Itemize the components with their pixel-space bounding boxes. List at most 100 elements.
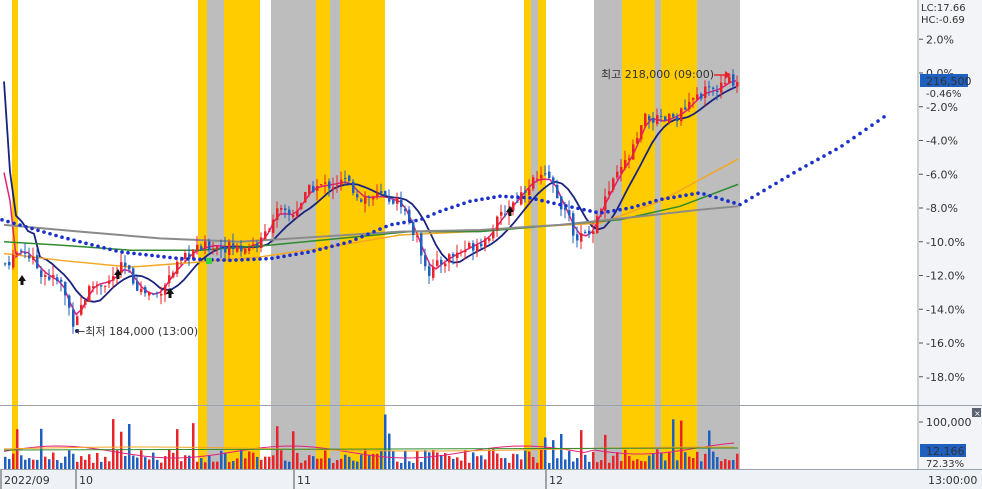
volume-bar	[680, 420, 683, 469]
sar-dot	[330, 244, 334, 249]
candle-body	[408, 209, 411, 222]
sar-dot	[420, 217, 424, 221]
candle-body	[372, 197, 375, 200]
candle-body	[160, 293, 163, 296]
sar-dot	[384, 224, 388, 229]
volume-bar	[324, 450, 327, 469]
volume-bar	[336, 460, 339, 469]
candle-body	[172, 272, 175, 278]
sar-dot	[150, 253, 154, 258]
sar-dot	[192, 257, 196, 261]
y-tick-label: -8.0%	[926, 202, 958, 215]
sar-dot	[360, 234, 364, 239]
sar-dot	[816, 157, 820, 162]
sar-dot	[18, 223, 22, 227]
volume-bar	[4, 456, 7, 469]
sar-dot	[570, 205, 574, 209]
volume-bar	[416, 450, 419, 469]
volume-bar	[112, 419, 115, 469]
volume-bar	[616, 452, 619, 469]
sar-dot	[648, 200, 652, 205]
candle-body	[720, 82, 723, 93]
highlight-band	[538, 0, 546, 405]
volume-bar	[664, 460, 667, 469]
sar-dot	[462, 201, 466, 206]
volume-bar	[644, 461, 647, 469]
y-tick-label: -18.0%	[926, 371, 965, 384]
volume-bar	[508, 462, 511, 469]
sar-dot	[318, 247, 322, 252]
sar-dot	[366, 232, 370, 236]
candle-body	[60, 279, 63, 282]
volume-bar	[132, 455, 135, 469]
sar-dot	[120, 250, 124, 254]
volume-bar	[72, 453, 75, 469]
volume-bar	[164, 456, 167, 469]
volume-highlight-band	[330, 406, 340, 469]
highlight-band	[594, 0, 622, 405]
ma240-line	[3, 205, 739, 243]
volume-bar	[56, 459, 59, 469]
sar-dot	[252, 257, 256, 262]
volume-bar	[192, 423, 195, 469]
sar-dot	[720, 197, 724, 202]
sar-dot	[378, 227, 382, 231]
ma20-line	[3, 81, 737, 303]
volume-bar	[464, 449, 467, 469]
volume-bar	[188, 455, 191, 469]
sar-dot	[666, 196, 670, 201]
volume-bar	[400, 462, 403, 469]
buy-arrow-icon	[18, 275, 26, 285]
candle-body	[320, 184, 323, 186]
candle-body	[312, 185, 315, 192]
candle-body	[224, 246, 227, 253]
volume-current-box	[920, 444, 966, 457]
candle-body	[204, 241, 207, 249]
candle-body	[612, 178, 615, 190]
volume-bar	[304, 460, 307, 469]
sar-dot	[654, 198, 658, 203]
sar-dot	[432, 212, 436, 216]
volume-bar	[252, 452, 255, 469]
candle-body	[548, 171, 551, 179]
candle-body	[452, 253, 455, 257]
sar-dot	[708, 193, 712, 198]
sar-dot	[180, 256, 184, 261]
volume-bar	[348, 456, 351, 469]
candle-body	[512, 202, 515, 211]
volume-bar	[232, 460, 235, 469]
volume-bar	[224, 452, 227, 469]
volume-bar	[640, 460, 643, 469]
sar-dot	[438, 209, 442, 214]
sar-dot	[540, 198, 544, 203]
close-panel-icon[interactable]	[972, 408, 981, 417]
low-marker	[75, 329, 79, 333]
volume-bar	[404, 450, 407, 469]
buy-arrow-icon	[506, 206, 514, 216]
sar-dot	[516, 195, 520, 199]
candle-body	[568, 210, 571, 216]
sar-dot	[30, 226, 34, 231]
candle-body	[424, 255, 427, 267]
sar-dot	[828, 150, 832, 155]
volume-bar	[544, 437, 547, 469]
candle-body	[592, 231, 595, 235]
volume-bar	[36, 459, 39, 469]
volume-bar	[620, 461, 623, 469]
volume-bar	[452, 458, 455, 469]
volume-bar	[276, 426, 279, 469]
candle-body	[432, 266, 435, 278]
candle-body	[280, 207, 283, 210]
volume-bar	[216, 461, 219, 469]
sar-dot	[672, 195, 676, 199]
sar-dot	[852, 135, 856, 140]
volume-bar	[24, 459, 27, 469]
sar-dot	[636, 203, 640, 208]
candle-body	[304, 192, 307, 203]
candle-body	[288, 209, 291, 215]
sar-dot	[156, 254, 160, 258]
candle-body	[476, 245, 479, 252]
candle-body	[420, 233, 423, 256]
candle-body	[112, 276, 115, 281]
candle-body	[536, 178, 539, 180]
